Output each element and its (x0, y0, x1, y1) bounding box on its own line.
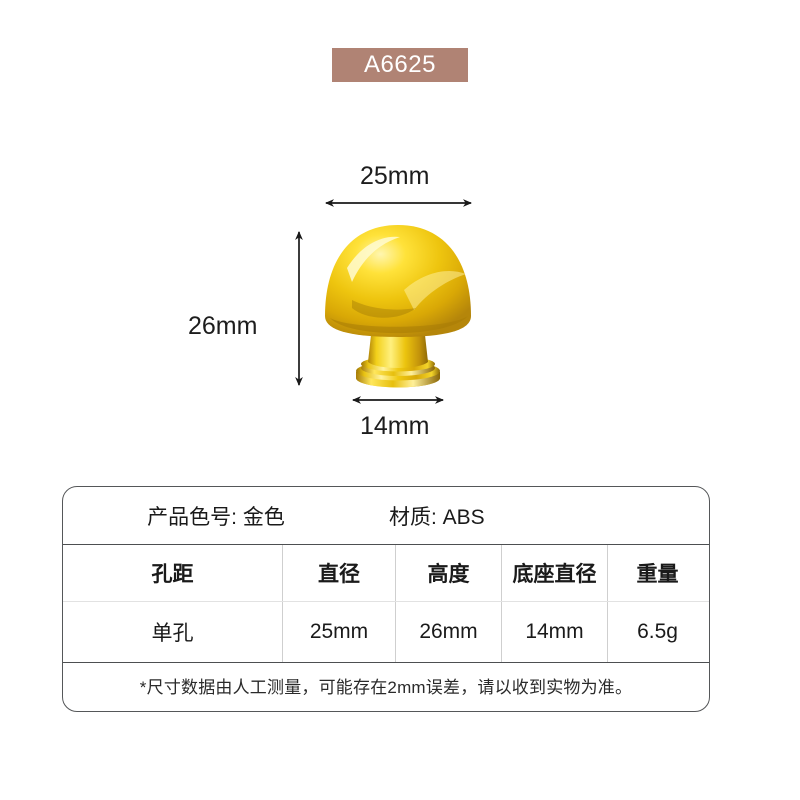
dimension-label-width: 25mm (360, 162, 430, 190)
cell-base-diameter: 14mm (501, 602, 607, 662)
dimension-label-height: 26mm (188, 312, 258, 340)
spec-table-header-row: 孔距 直径 高度 底座直径 重量 (63, 545, 709, 601)
cell-diameter: 25mm (282, 602, 395, 662)
column-header-height: 高度 (395, 545, 501, 601)
spec-table-row: 单孔 25mm 26mm 14mm 6.5g (63, 601, 709, 663)
column-header-base-diameter: 底座直径 (501, 545, 607, 601)
column-header-hole-spacing: 孔距 (151, 563, 194, 586)
product-info-row: 产品色号: 金色 材质: ABS (63, 487, 709, 545)
product-material-label: 材质: ABS (389, 505, 485, 529)
column-header-weight: 重量 (607, 545, 707, 601)
product-figure: 25mm 26mm 14mm (0, 140, 800, 460)
column-header-diameter: 直径 (282, 545, 395, 601)
specification-card: 产品色号: 金色 材质: ABS 孔距 直径 高度 底座直径 重量 单孔 25m… (62, 486, 710, 712)
dimension-label-base: 14mm (360, 412, 430, 440)
measurement-disclaimer: *尺寸数据由人工测量，可能存在2mm误差，请以收到实物为准。 (139, 678, 633, 697)
product-color-label: 产品色号: 金色 (147, 505, 285, 529)
knob-dome (325, 225, 471, 337)
header-badge-container: A6625 (0, 48, 800, 82)
cell-height: 26mm (395, 602, 501, 662)
cell-hole-spacing: 单孔 (151, 622, 194, 645)
model-code-badge: A6625 (332, 48, 468, 82)
cell-weight: 6.5g (607, 602, 707, 662)
knob-illustration (295, 199, 472, 404)
